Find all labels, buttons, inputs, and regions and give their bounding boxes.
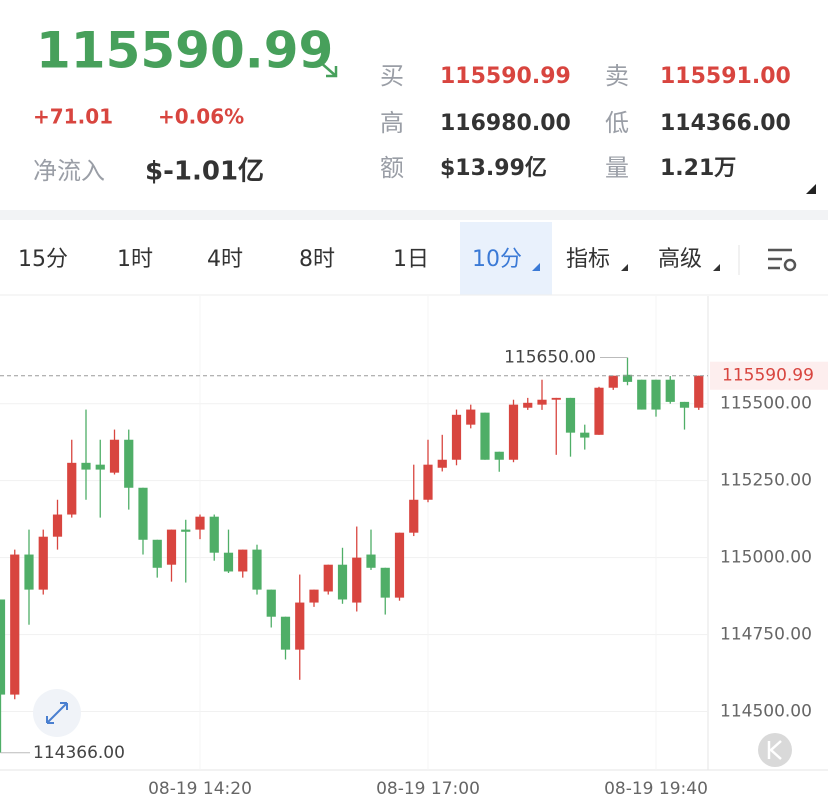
current-price-label: 115590.99 xyxy=(722,366,814,386)
candle-body xyxy=(523,402,533,408)
tab[interactable]: 指标 xyxy=(566,247,610,272)
current-price-tag xyxy=(710,361,828,390)
candle-body xyxy=(551,397,561,400)
candle-body xyxy=(24,554,34,590)
candle-body xyxy=(323,564,333,592)
candle-body xyxy=(0,599,6,695)
fullscreen-button[interactable] xyxy=(33,689,81,737)
candle-body xyxy=(266,589,276,617)
candle-body xyxy=(195,516,205,530)
stat-value: 114366.00 xyxy=(660,111,791,136)
candle-body xyxy=(166,529,177,565)
x-tick-label: 08-19 19:40 xyxy=(604,779,708,799)
max-marker-label: 115650.00 xyxy=(504,348,596,368)
net-inflow-label: 净流入 xyxy=(33,157,105,185)
change-pct: +0.06% xyxy=(158,105,244,129)
candle-body xyxy=(694,375,704,408)
stat-label: 低 xyxy=(605,109,629,137)
candle-body xyxy=(152,539,162,568)
tab[interactable]: 15分 xyxy=(18,247,68,272)
candle-body xyxy=(394,532,405,598)
tab-active[interactable]: 10分 xyxy=(472,247,522,272)
candle-body xyxy=(252,549,262,590)
tab[interactable]: 高级 xyxy=(658,247,702,272)
candle-body xyxy=(409,499,419,533)
stat-value: 115591.00 xyxy=(660,64,791,89)
candle-body xyxy=(494,451,504,460)
candle-body xyxy=(95,464,105,470)
candle-body xyxy=(52,514,63,537)
candle-body xyxy=(67,462,77,515)
candle-body xyxy=(138,487,148,540)
candle-body xyxy=(238,549,248,572)
candle-body xyxy=(366,554,376,568)
tab[interactable]: 4时 xyxy=(207,247,243,272)
y-tick-label: 115500.00 xyxy=(720,394,812,414)
down-arrow xyxy=(319,61,338,78)
separator xyxy=(0,210,828,220)
y-tick-label: 115000.00 xyxy=(720,548,812,568)
candle-body xyxy=(352,557,362,603)
candle-body xyxy=(451,414,462,460)
y-tick-label: 115250.00 xyxy=(720,471,812,491)
candle-body xyxy=(309,589,319,603)
last-price: 115590.99 xyxy=(36,22,333,80)
stat-label: 额 xyxy=(380,154,404,182)
x-tick-label: 08-19 14:20 xyxy=(148,779,252,799)
candle-body xyxy=(466,409,476,425)
candle-body xyxy=(594,387,604,435)
candle-body xyxy=(537,399,547,405)
candle-body xyxy=(423,464,433,500)
candle-body xyxy=(10,554,20,695)
settings-icon[interactable] xyxy=(768,248,797,272)
min-marker-label: 114366.00 xyxy=(33,743,125,763)
stat-label: 卖 xyxy=(605,62,629,90)
x-tick-label: 08-19 17:00 xyxy=(376,779,480,799)
candle-body xyxy=(81,462,91,470)
candle-body xyxy=(651,379,661,410)
stat-label: 高 xyxy=(380,109,404,137)
tab-caret xyxy=(621,264,628,271)
candle-body xyxy=(437,459,447,468)
stat-value: $13.99亿 xyxy=(440,156,547,181)
candle-body xyxy=(665,379,675,402)
candle-body xyxy=(109,439,120,473)
stat-value: 115590.99 xyxy=(440,64,571,89)
stat-label: 量 xyxy=(605,154,629,182)
candle-body xyxy=(38,536,48,590)
active-tab-bg xyxy=(460,222,552,295)
kline-chart: 114500.00 114750.00 115000.00 115250.00 1155… xyxy=(0,296,828,799)
change: +71.01 xyxy=(33,105,113,129)
candle-body xyxy=(280,616,291,650)
candle-body xyxy=(622,374,633,382)
stat-label: 买 xyxy=(380,62,404,90)
candle-body xyxy=(608,375,618,388)
candle-body xyxy=(580,432,590,438)
candle-body xyxy=(124,439,134,488)
candle-body xyxy=(508,404,519,460)
net-inflow-value: $-1.01亿 xyxy=(145,157,264,187)
k-button[interactable] xyxy=(758,733,792,767)
candle-body xyxy=(181,529,191,532)
tab-caret xyxy=(532,263,540,271)
y-tick-label: 114750.00 xyxy=(720,625,812,645)
tab[interactable]: 1时 xyxy=(117,247,153,272)
candle-body xyxy=(679,401,690,408)
stat-value: 1.21万 xyxy=(660,156,736,181)
candle-body xyxy=(380,567,390,598)
candle-body xyxy=(565,397,576,433)
candle-body xyxy=(295,602,305,650)
candle-body xyxy=(637,379,647,410)
candle-body xyxy=(223,552,234,572)
tab[interactable]: 1日 xyxy=(393,247,429,272)
candle-body xyxy=(209,516,219,553)
tab-caret xyxy=(713,264,720,271)
candle-body xyxy=(480,412,490,460)
stat-value: 116980.00 xyxy=(440,111,571,136)
expand-corner[interactable] xyxy=(806,184,816,194)
tab[interactable]: 8时 xyxy=(299,247,335,272)
y-tick-label: 114500.00 xyxy=(720,702,812,722)
candle-body xyxy=(337,564,348,600)
